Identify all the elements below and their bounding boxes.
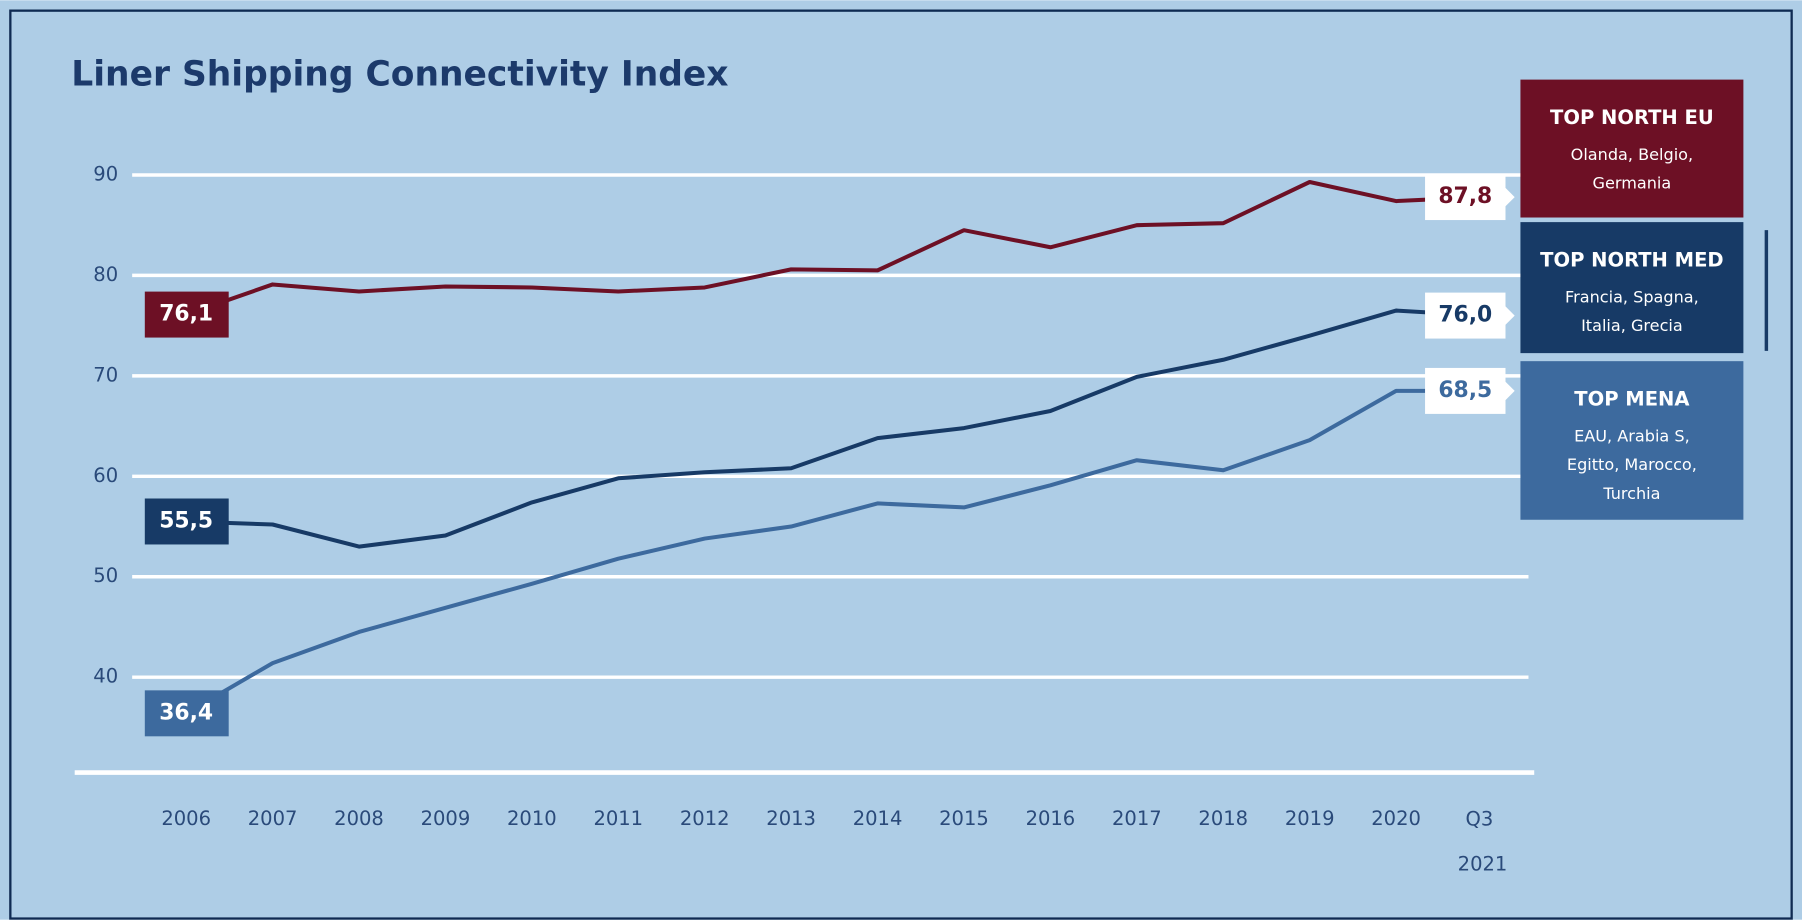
legend-box <box>1520 361 1744 520</box>
series-line <box>185 179 1483 317</box>
x-tick-label: 2012 <box>680 807 730 830</box>
legend-name: TOP NORTH EU <box>1550 106 1714 129</box>
x-tick-label: 2017 <box>1112 807 1162 830</box>
legend-countries: Turchia <box>1602 484 1660 503</box>
value-label: 76,1 <box>159 302 213 327</box>
x-tick-label: 2007 <box>248 807 298 830</box>
chart-title: Liner Shipping Connectivity Index <box>71 55 728 95</box>
legend-item: TOP MENA EAU, Arabia S, Egitto, Marocco, Tu… <box>1520 361 1744 520</box>
value-label: 55,5 <box>159 508 213 533</box>
legend-countries: Italia, Grecia <box>1581 316 1683 335</box>
legend-countries: EAU, Arabia S, <box>1574 427 1690 446</box>
legend-countries: Olanda, Belgio, <box>1571 145 1693 164</box>
series-line <box>186 308 1483 549</box>
legend-name: TOP NORTH MED <box>1540 249 1723 272</box>
y-tick-label: 50 <box>93 564 118 587</box>
x-tick-label: 2019 <box>1285 807 1335 830</box>
frame <box>9 9 1793 920</box>
legend-name: TOP MENA <box>1574 388 1690 411</box>
y-tick-label: 70 <box>93 363 118 386</box>
value-label: 76,0 <box>1438 303 1492 328</box>
value-label-pointer <box>1505 187 1515 207</box>
value-label: 68,5 <box>1438 378 1492 403</box>
legend-item: TOP NORTH EU Olanda, Belgio, Germania <box>1520 79 1744 218</box>
value-label-box <box>144 498 229 545</box>
value-label-box <box>1425 367 1506 414</box>
legend-countries: Egitto, Marocco, <box>1567 455 1697 474</box>
x-tick-label: 2020 <box>1371 807 1421 830</box>
value-label: 87,8 <box>1438 184 1492 209</box>
x-tick-label: Q3 2021 <box>1458 807 1508 875</box>
value-label: 36,4 <box>159 700 213 725</box>
x-tick-label: 2018 <box>1198 807 1248 830</box>
y-tick-label: 40 <box>93 665 118 688</box>
x-tick-label: 2016 <box>1026 807 1076 830</box>
value-label-box <box>1425 174 1506 221</box>
series-line <box>185 388 1483 716</box>
legend-box <box>1520 79 1744 218</box>
x-tick-label: 2014 <box>853 807 903 830</box>
value-label-box <box>144 690 229 737</box>
legend-countries: Germania <box>1593 174 1672 193</box>
value-label-box <box>144 291 229 338</box>
x-tick-label: 2011 <box>593 807 643 830</box>
y-tick-label: 60 <box>93 464 118 487</box>
value-label-pointer <box>1505 306 1515 325</box>
value-label-box <box>1425 292 1506 339</box>
legend-item: TOP NORTH MED Francia, Spagna, Italia, Gre… <box>1520 222 1744 354</box>
x-tick-label: 2010 <box>507 807 557 830</box>
legend-countries: Francia, Spagna, <box>1565 287 1699 306</box>
x-tick-label: 2009 <box>421 807 471 830</box>
x-tick-label: 2015 <box>939 807 989 830</box>
x-tick-label: 2008 <box>334 807 384 830</box>
x-tick-label: 2006 <box>161 807 211 830</box>
value-label-pointer <box>1505 381 1515 401</box>
y-tick-label: 90 <box>93 162 118 185</box>
y-tick-label: 80 <box>93 263 118 286</box>
legend-box <box>1520 222 1744 354</box>
x-tick-label: 2013 <box>766 807 816 830</box>
